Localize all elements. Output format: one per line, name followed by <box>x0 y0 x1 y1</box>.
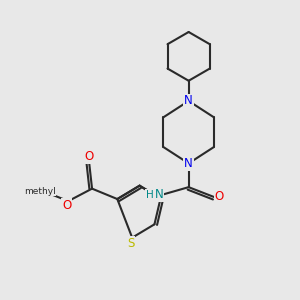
Text: S: S <box>127 236 134 250</box>
Text: N: N <box>184 94 193 107</box>
Text: O: O <box>214 190 224 203</box>
Text: O: O <box>84 150 94 163</box>
Text: H: H <box>146 190 153 200</box>
Text: N: N <box>184 157 193 170</box>
Text: methyl: methyl <box>24 187 56 196</box>
Text: N: N <box>154 188 163 201</box>
Text: O: O <box>62 199 71 212</box>
